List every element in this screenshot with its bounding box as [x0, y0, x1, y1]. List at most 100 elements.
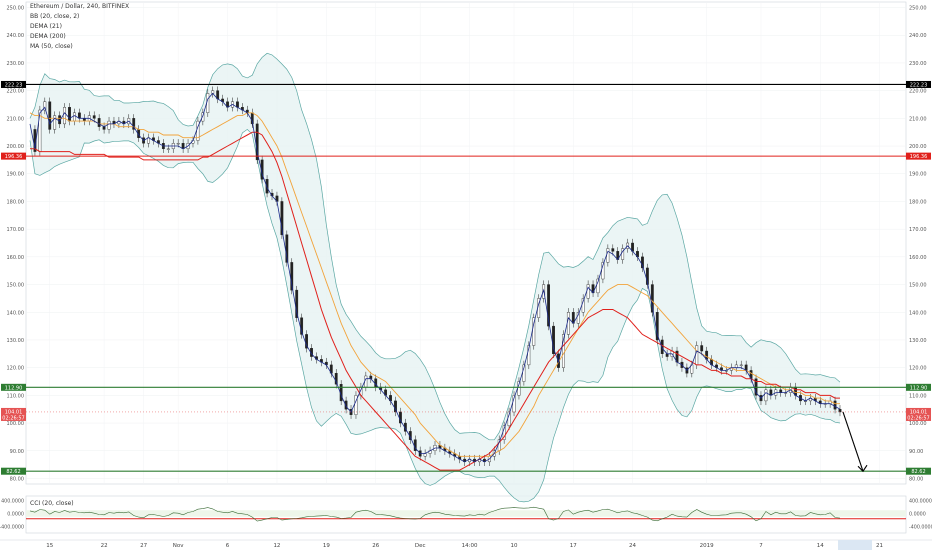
- cci-pane: 400.0000 400.0000 0.0000 0.0000 -400.0000 -40…: [0, 498, 932, 530]
- candle-body: [606, 248, 610, 263]
- candle-body: [739, 364, 743, 366]
- price-tick-label-left: 250.00: [7, 6, 25, 12]
- candle-body: [838, 409, 842, 413]
- bollinger-bands: [29, 52, 841, 503]
- level-tag-left-bg: [1, 152, 26, 160]
- candle-body: [423, 453, 427, 457]
- legend-ma50: MA (50, close): [30, 43, 73, 50]
- price-tick-label-right: 240.00: [909, 33, 927, 39]
- price-tick-label-left: 100.00: [7, 421, 25, 427]
- price-tick-label-right: 220.00: [909, 89, 927, 95]
- price-tick-label-left: 140.00: [7, 310, 25, 316]
- candle-body: [576, 312, 580, 324]
- candle-body: [665, 353, 669, 357]
- candle-body: [201, 112, 205, 122]
- x-tick-label: 14: [817, 543, 824, 549]
- bb-fill: [30, 53, 840, 502]
- candle-body: [764, 389, 768, 402]
- price-tick-label-left: 170.00: [7, 227, 25, 233]
- price-tick-label-right: 180.00: [909, 199, 927, 205]
- price-tick-label-left: 190.00: [7, 172, 25, 178]
- price-tick-label-right: 90.00: [909, 449, 923, 455]
- cci-band: [26, 510, 906, 517]
- current-price-tag-left-bg: [1, 407, 26, 421]
- candle-body: [354, 395, 358, 415]
- x-axis-future-highlight: [838, 540, 872, 550]
- x-tick-label: Nov: [173, 543, 184, 549]
- price-tick-label-left: 90.00: [10, 449, 24, 455]
- level-tag-right-bg: [906, 80, 931, 88]
- price-tick-label-left: 200.00: [7, 144, 25, 150]
- price-tick-label-right: 120.00: [909, 366, 927, 372]
- candle-body: [68, 107, 71, 122]
- candle-body: [586, 284, 590, 299]
- candle-body: [532, 317, 536, 346]
- price-tick-label-right: 80.00: [909, 476, 923, 482]
- level-tag-right-bg: [906, 383, 931, 391]
- cci-title: CCI (20, close): [30, 500, 74, 507]
- level-tag-left: 82.62: [6, 469, 20, 475]
- level-tag-right: 82.62: [911, 469, 925, 475]
- price-tick-label-left: 180.00: [7, 199, 25, 205]
- candle-body: [73, 112, 76, 122]
- candle-body: [132, 118, 136, 130]
- x-tick-label: 6: [226, 543, 230, 549]
- price-tick-label-left: 120.00: [7, 366, 25, 372]
- x-tick-label: 26: [372, 543, 379, 549]
- ma50-line: [29, 112, 840, 457]
- level-tag-right-bg: [906, 152, 931, 160]
- current-price-tag-right: 104.01: [910, 409, 928, 415]
- candle-body: [107, 120, 111, 130]
- candle-body: [53, 115, 57, 130]
- candle-body: [176, 143, 180, 145]
- candle-body: [43, 101, 47, 111]
- cci-line: [29, 506, 841, 522]
- level-tag-right: 222.23: [910, 82, 928, 88]
- price-tick-label-left: 230.00: [7, 61, 25, 67]
- candle-body: [660, 339, 664, 355]
- dema21-line: [29, 92, 841, 463]
- projection-arrowhead: [857, 464, 868, 473]
- price-pane-frame: [25, 1, 907, 485]
- indicator-lines: [29, 86, 842, 471]
- x-tick-label: 7: [759, 543, 763, 549]
- candle-body: [280, 201, 284, 235]
- cci-tick-label-right: -400.0000: [909, 525, 932, 531]
- x-tick-label: 24: [629, 543, 636, 549]
- current-price-tag-left-timer: 02:26:57: [2, 415, 24, 421]
- dema200-line: [30, 131, 840, 471]
- level-tag-right-bg: [906, 467, 931, 475]
- candle-body: [601, 262, 605, 280]
- price-tick-label-right: 200.00: [909, 144, 927, 150]
- candle-body: [700, 345, 704, 352]
- candle-body: [344, 400, 348, 410]
- current-price-tag-right-bg: [906, 407, 931, 421]
- price-tick-label-right: 130.00: [909, 338, 927, 344]
- price-tick-label-left: 220.00: [7, 89, 25, 95]
- level-tag-left: 222.23: [5, 82, 23, 88]
- cci-tick-label-left: 400.0000: [1, 498, 24, 504]
- chart-title: Ethereum / Dollar, 240, BITFINEX: [30, 3, 130, 10]
- candle-body: [547, 284, 550, 327]
- price-tick-label-right: 150.00: [909, 283, 927, 289]
- price-tick-label-left: 80.00: [10, 476, 24, 482]
- price-tick-label-right: 100.00: [909, 421, 927, 427]
- price-tick-label-left: 110.00: [7, 393, 25, 399]
- candle-body: [833, 400, 837, 410]
- candle-body: [265, 179, 269, 194]
- candle-body: [97, 118, 101, 127]
- candle-body: [650, 284, 654, 313]
- cci-tick-label-left: 0.0000: [7, 512, 24, 518]
- x-tick-label: 22: [101, 543, 108, 549]
- candle-body: [645, 267, 649, 285]
- candle-body: [779, 389, 783, 393]
- candle-body: [512, 395, 516, 413]
- candle-body: [596, 278, 600, 294]
- level-tag-left-bg: [1, 467, 26, 475]
- chart-legend: Ethereum / Dollar, 240, BITFINEX BB (20,…: [30, 2, 129, 52]
- price-tick-label-right: 190.00: [909, 172, 927, 178]
- price-tick-label-left: 240.00: [7, 33, 25, 39]
- current-price-tag-left: 104.01: [5, 409, 23, 415]
